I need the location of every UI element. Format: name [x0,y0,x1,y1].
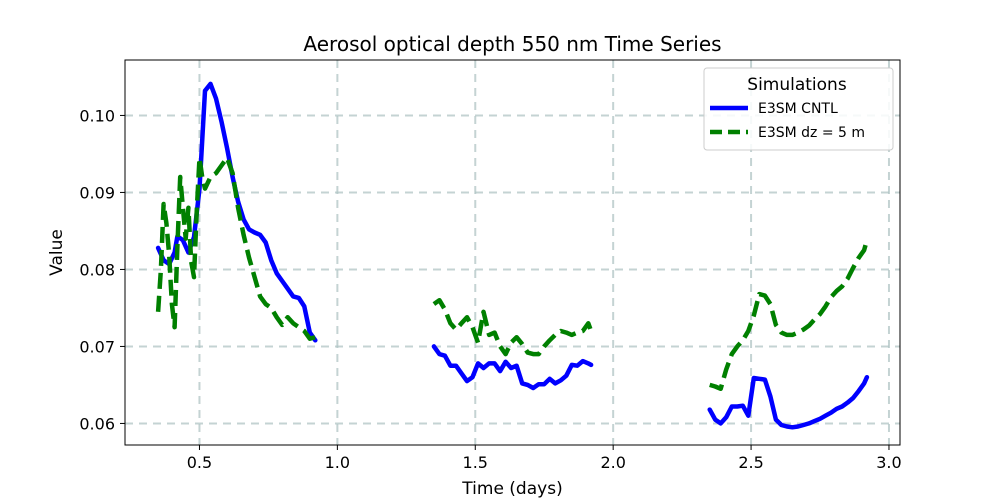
series-line-e3sm-dz-5m-segment-2 [432,297,594,357]
y-tick-label: 0.10 [79,106,115,125]
legend-box [703,67,894,151]
series-layer [155,81,870,430]
y-tick-label: 0.06 [79,414,115,433]
y-tick-label: 0.09 [79,183,115,202]
y-axis-label: Value [47,229,67,276]
x-tick-label: 2.0 [600,453,625,472]
plot-frame [124,59,901,446]
legend-label-e3sm-cntl: E3SM CNTL [758,101,838,117]
x-tick-label: 1.0 [325,453,350,472]
x-tick-label: 2.5 [738,453,763,472]
series-line-e3sm-cntl-segment-3 [707,374,870,430]
legend-label-e3sm-dz-5m: E3SM dz = 5 m [758,125,865,141]
series-line-e3sm-dz-5m-segment-1 [155,155,316,341]
series-line-e3sm-cntl-segment-2 [431,344,594,391]
legend-title: Simulations [747,75,847,95]
x-axis-label: Time (days) [461,479,562,499]
axis-ticks: 0.5 1.0 1.5 2.0 2.5 3.0 0.06 0.07 0.08 0.09 0.10 [79,106,901,472]
y-tick-label: 0.08 [79,260,115,279]
chart-title: Aerosol optical depth 550 nm Time Series [303,32,721,56]
series-line-e3sm-dz-5m-segment-3 [709,239,870,392]
x-tick-label: 1.5 [463,453,488,472]
legend: Simulations E3SM CNTL E3SM dz = 5 m [703,67,894,151]
x-tick-label: 0.5 [187,453,212,472]
y-tick-label: 0.07 [79,337,115,356]
x-tick-label: 3.0 [876,453,901,472]
